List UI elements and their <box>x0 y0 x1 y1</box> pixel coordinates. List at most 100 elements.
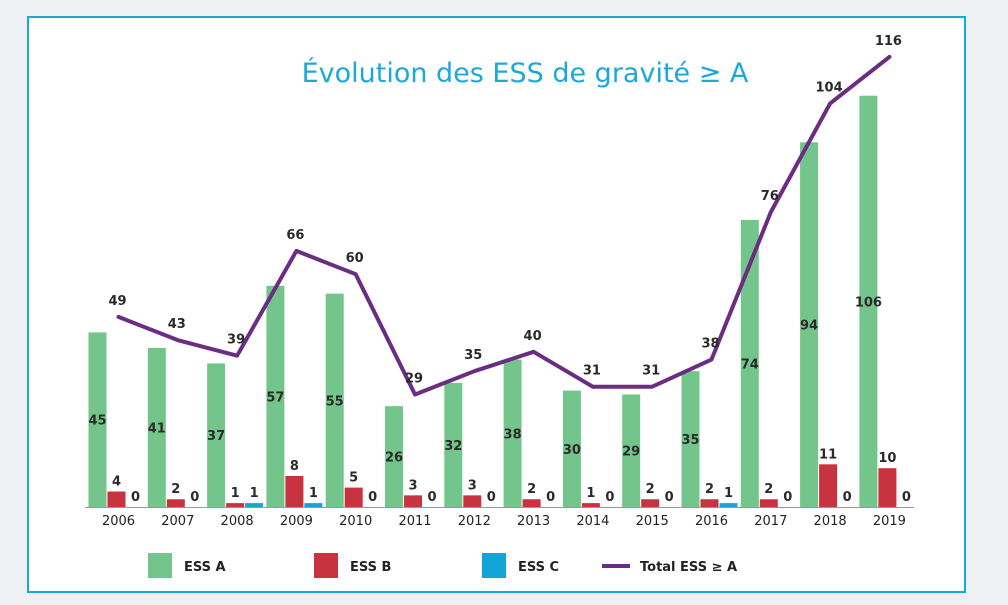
label-ess-b-2015: 2 <box>646 482 655 497</box>
bar-ess-a-2006 <box>88 332 107 507</box>
bar-ess-a-2010 <box>325 293 344 507</box>
total-ess-line <box>116 54 892 397</box>
label-ess-a-2010: 55 <box>326 394 344 409</box>
label-ess-c-2006: 0 <box>131 490 140 505</box>
bar-ess-a-2008 <box>207 363 226 507</box>
x-tick-2009: 2009 <box>280 514 313 529</box>
bar-ess-b-2013 <box>522 499 541 507</box>
bar-ess-c-2009 <box>304 503 323 507</box>
legend: ESS A ESS B ESS C Total ESS ≥ A <box>148 553 737 578</box>
label-total-2014: 31 <box>583 364 601 379</box>
x-tick-2007: 2007 <box>161 514 194 529</box>
label-ess-b-2013: 2 <box>527 482 536 497</box>
label-total-2016: 38 <box>701 337 719 352</box>
label-ess-a-2007: 41 <box>148 421 166 436</box>
label-ess-a-2017: 74 <box>741 357 759 372</box>
bar-ess-a-2011 <box>385 406 403 507</box>
label-ess-b-2016: 2 <box>705 482 714 497</box>
label-ess-c-2017: 0 <box>783 490 792 505</box>
x-tick-2008: 2008 <box>221 514 254 529</box>
x-tick-2017: 2017 <box>754 514 787 529</box>
legend-label-ess-b: ESS B <box>350 560 391 575</box>
label-ess-b-2011: 3 <box>408 478 417 493</box>
bar-ess-c-2008 <box>245 503 264 507</box>
label-ess-a-2016: 35 <box>681 433 699 448</box>
label-total-2019: 116 <box>875 34 902 49</box>
label-total-2008: 39 <box>227 333 245 348</box>
label-ess-a-2015: 29 <box>622 445 640 460</box>
label-ess-c-2014: 0 <box>605 490 614 505</box>
x-tick-2011: 2011 <box>398 514 431 529</box>
legend-label-ess-c: ESS C <box>518 560 559 575</box>
x-tick-2010: 2010 <box>339 514 372 529</box>
bar-ess-b-2012 <box>463 495 482 507</box>
label-total-2009: 66 <box>286 228 304 243</box>
bar-ess-b-2017 <box>759 499 778 507</box>
label-total-2015: 31 <box>642 364 660 379</box>
label-total-2011: 29 <box>405 371 423 386</box>
label-total-2017: 76 <box>761 189 779 204</box>
label-ess-b-2008: 1 <box>231 486 240 501</box>
bar-ess-b-2015 <box>641 499 660 507</box>
bar-ess-b-2014 <box>581 503 600 507</box>
bar-ess-b-2011 <box>404 495 422 507</box>
label-ess-b-2012: 3 <box>468 478 477 493</box>
bars-group <box>88 95 897 507</box>
bar-ess-b-2010 <box>344 487 363 507</box>
bar-ess-b-2016 <box>700 499 719 507</box>
total-line-group <box>116 54 892 397</box>
bar-ess-b-2009 <box>285 475 304 507</box>
label-ess-b-2007: 2 <box>171 482 180 497</box>
label-total-2006: 49 <box>108 294 126 309</box>
label-ess-b-2017: 2 <box>764 482 773 497</box>
label-ess-c-2010: 0 <box>368 490 377 505</box>
label-total-2012: 35 <box>464 348 482 363</box>
x-tick-2019: 2019 <box>873 514 906 529</box>
bar-ess-a-2014 <box>562 390 581 507</box>
label-ess-c-2011: 0 <box>427 490 436 505</box>
label-ess-a-2006: 45 <box>88 414 106 429</box>
label-ess-a-2012: 32 <box>444 439 462 454</box>
bar-ess-a-2016 <box>681 371 700 507</box>
label-ess-a-2009: 57 <box>266 390 284 405</box>
bar-ess-a-2007 <box>147 347 166 507</box>
chart-title: Évolution des ESS de gravité ≥ A <box>302 57 749 89</box>
label-ess-b-2006: 4 <box>112 474 121 489</box>
bar-ess-b-2018 <box>819 464 838 507</box>
label-total-2013: 40 <box>524 329 542 344</box>
x-tick-labels: 2006 2007 2008 2009 2010 2011 2012 2013 2014 2015… <box>102 514 906 529</box>
label-ess-c-2015: 0 <box>665 490 674 505</box>
label-ess-c-2009: 1 <box>309 486 318 501</box>
label-ess-c-2013: 0 <box>546 490 555 505</box>
bar-ess-b-2008 <box>226 503 245 507</box>
label-ess-a-2018: 94 <box>800 319 818 334</box>
bar-ess-a-2018 <box>800 142 819 507</box>
label-ess-c-2018: 0 <box>843 490 852 505</box>
legend-label-total: Total ESS ≥ A <box>640 560 737 575</box>
bar-ess-a-2015 <box>622 394 641 507</box>
x-tick-2006: 2006 <box>102 514 135 529</box>
x-tick-2018: 2018 <box>814 514 847 529</box>
x-tick-2013: 2013 <box>517 514 550 529</box>
bar-ess-a-2019 <box>859 95 878 507</box>
legend-swatch-ess-a <box>148 553 172 578</box>
label-total-2007: 43 <box>168 317 186 332</box>
label-total-2018: 104 <box>816 80 843 95</box>
bar-ess-b-2006 <box>107 491 126 507</box>
label-ess-c-2007: 0 <box>190 490 199 505</box>
x-tick-2016: 2016 <box>695 514 728 529</box>
bar-ess-a-2013 <box>503 359 522 507</box>
label-ess-a-2013: 38 <box>504 427 522 442</box>
bar-ess-b-2019 <box>878 468 897 507</box>
label-ess-a-2019: 106 <box>855 295 882 310</box>
legend-swatch-ess-c <box>482 553 506 578</box>
label-ess-b-2018: 11 <box>819 447 837 462</box>
label-ess-a-2011: 26 <box>385 451 403 466</box>
label-ess-c-2016: 1 <box>724 486 733 501</box>
label-ess-b-2019: 10 <box>878 451 896 466</box>
bar-ess-a-2017 <box>740 219 759 507</box>
label-ess-b-2009: 8 <box>290 459 299 474</box>
legend-label-ess-a: ESS A <box>184 560 226 575</box>
